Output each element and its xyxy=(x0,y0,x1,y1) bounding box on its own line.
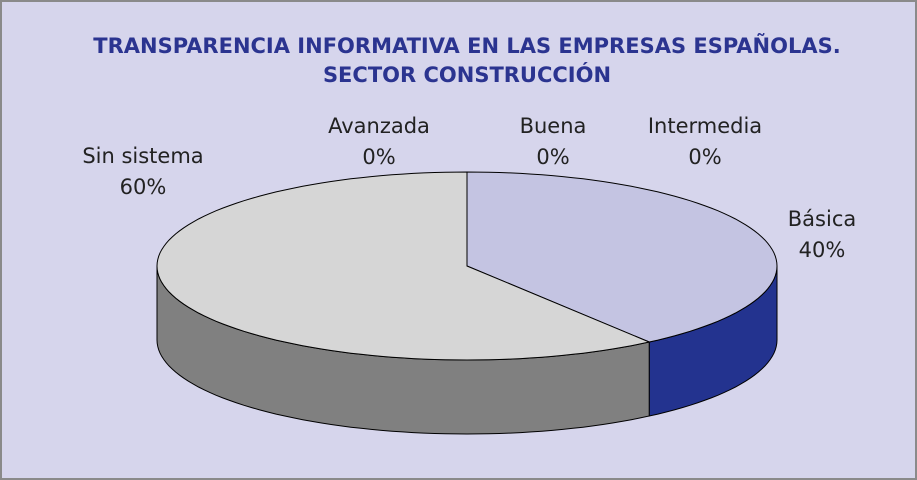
slice-value-label: 60% xyxy=(120,175,167,199)
slice-label: Básica xyxy=(788,207,856,231)
slice-value-label: 0% xyxy=(688,145,721,169)
slice-value-label: 0% xyxy=(536,145,569,169)
chart-title: TRANSPARENCIA INFORMATIVA EN LAS EMPRESA… xyxy=(93,33,840,58)
slice-label: Buena xyxy=(520,114,587,138)
slice xyxy=(156,171,651,361)
slice-label: Intermedia xyxy=(648,114,762,138)
slice-label: Avanzada xyxy=(328,114,430,138)
slice-value-label: 0% xyxy=(362,145,395,169)
slice-value-label: 40% xyxy=(799,238,846,262)
chart-title: SECTOR CONSTRUCCIÓN xyxy=(323,62,611,87)
slice xyxy=(466,171,778,343)
slice-label: Sin sistema xyxy=(82,144,203,168)
